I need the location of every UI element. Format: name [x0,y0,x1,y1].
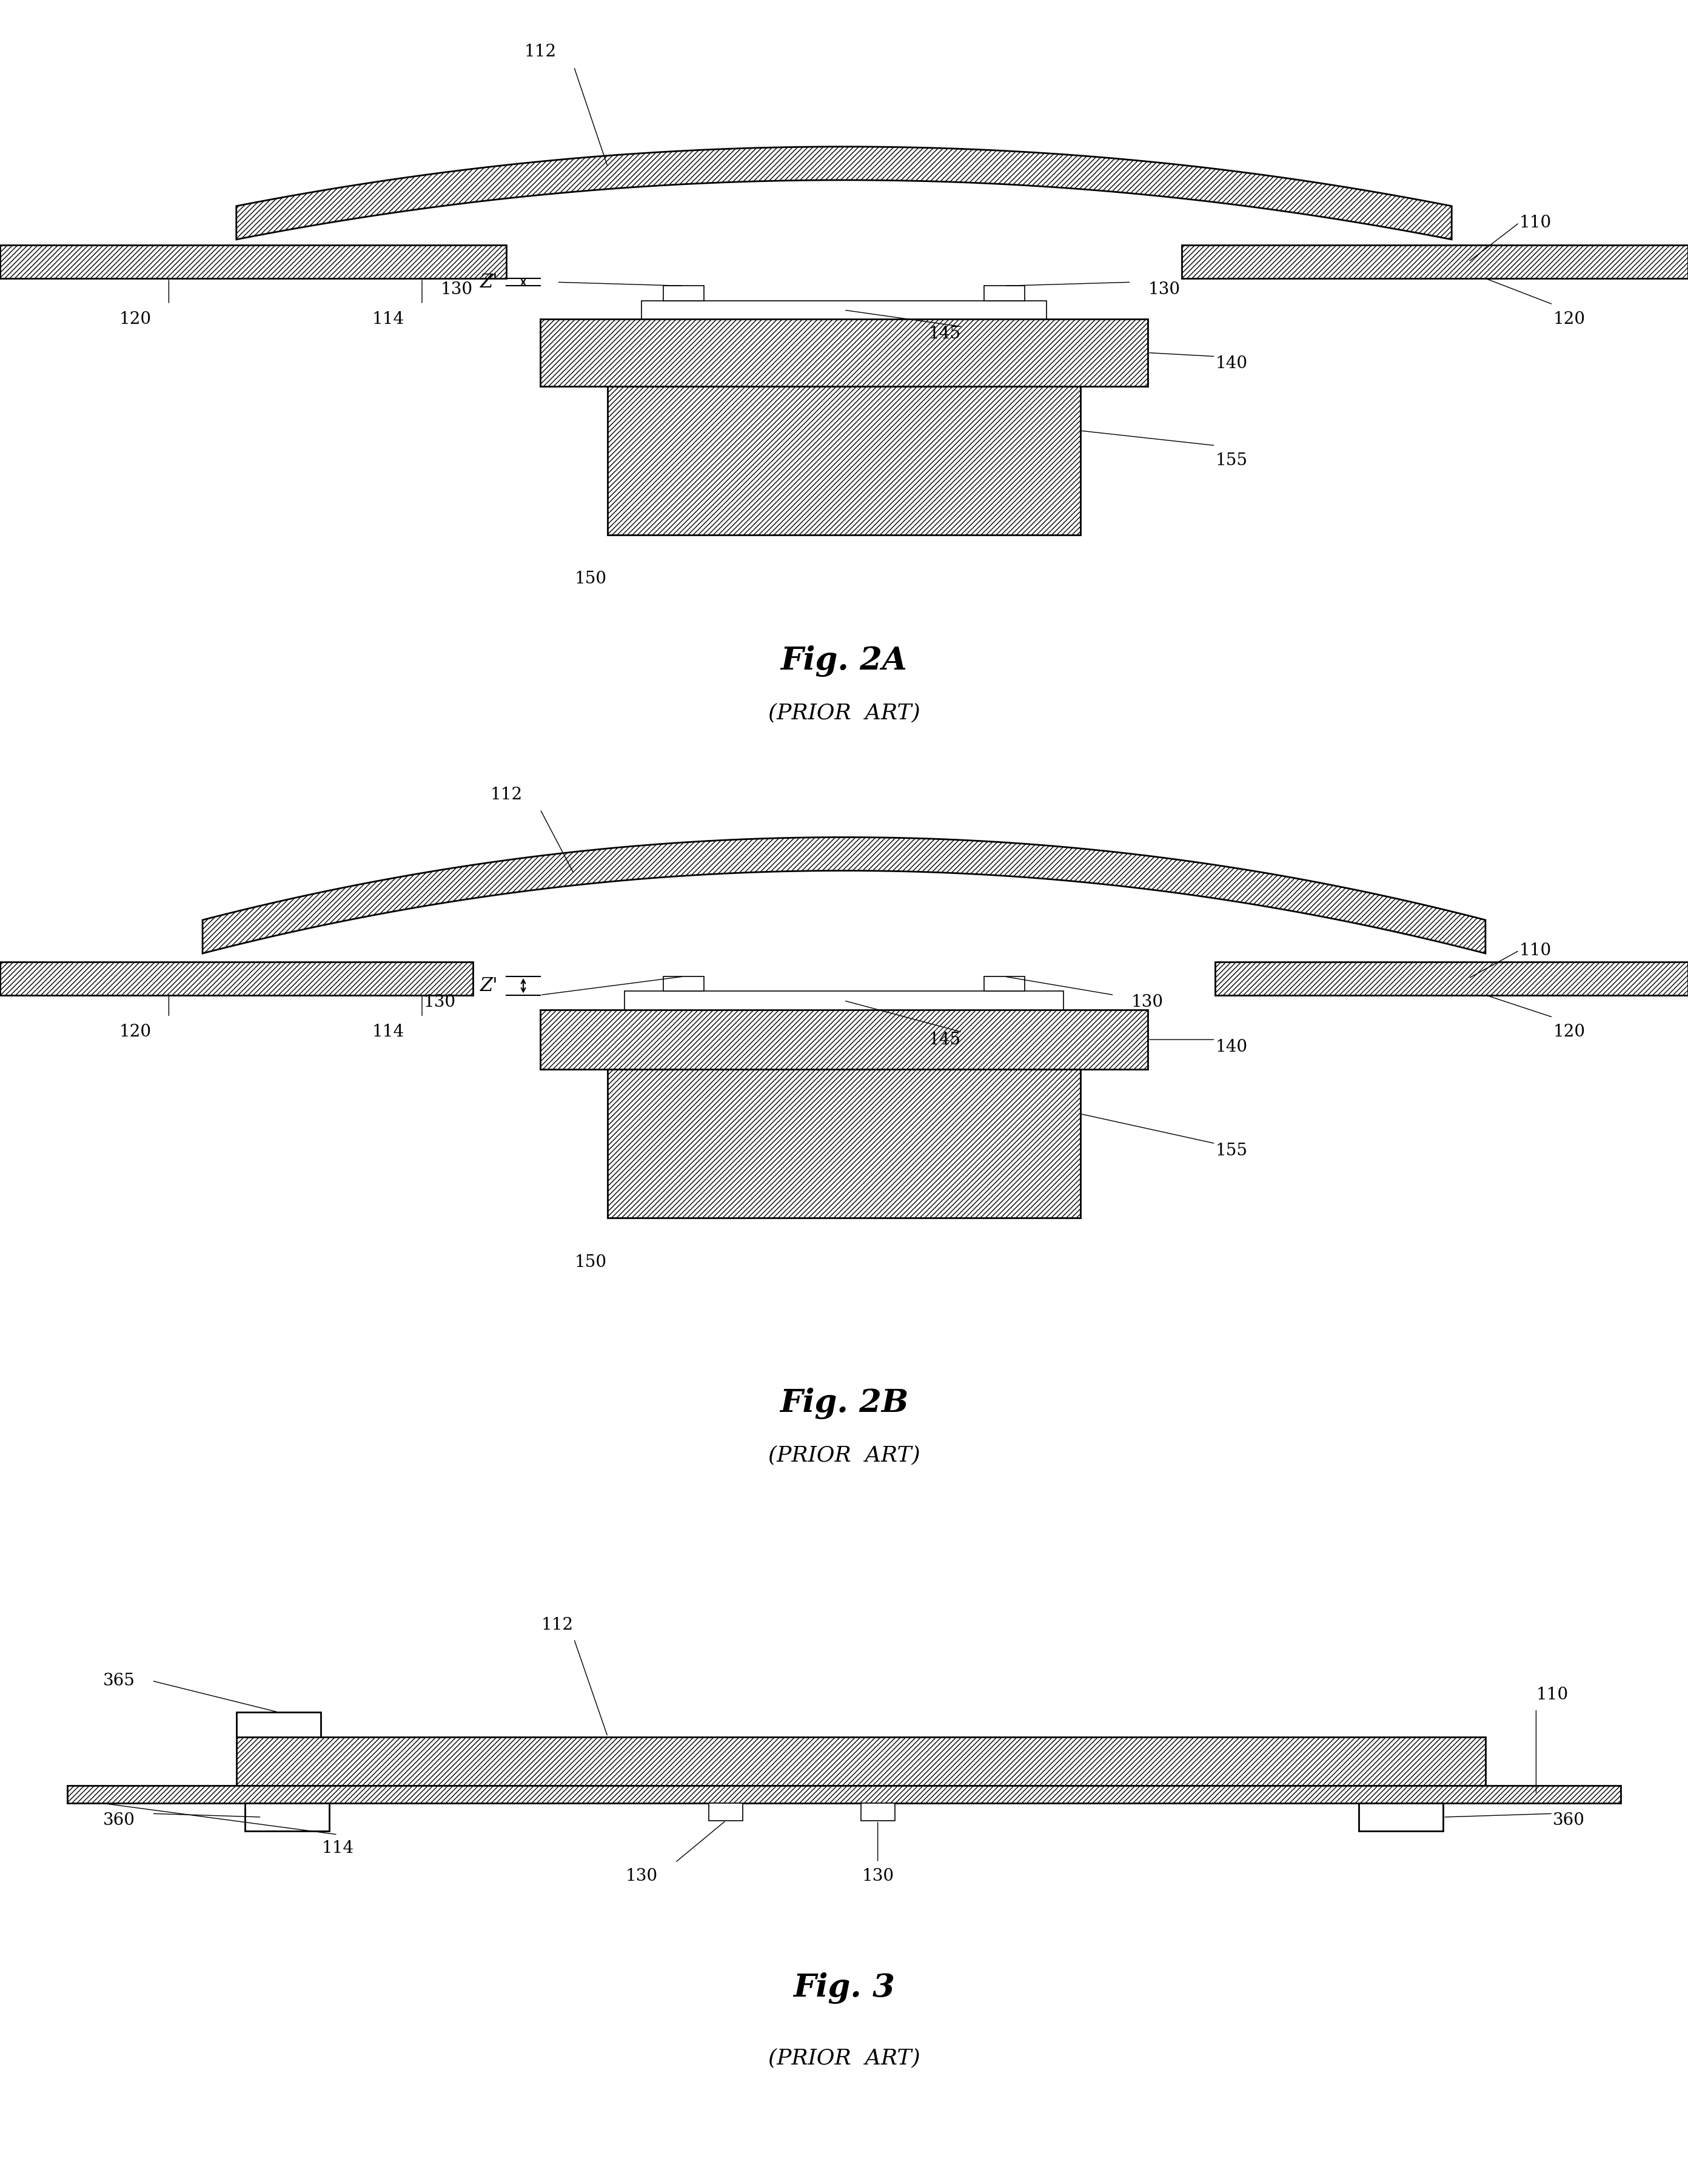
Text: 145: 145 [928,325,960,343]
Bar [0,245,506,277]
Bar [663,976,704,992]
Text: 110: 110 [1536,1686,1568,1704]
Text: Fig. 2A: Fig. 2A [782,644,906,677]
Text: 130: 130 [1131,994,1163,1011]
Text: 150: 150 [574,570,608,587]
Text: Z': Z' [479,976,498,996]
Text: 140: 140 [1215,1040,1247,1055]
Bar [625,992,1063,1009]
Text: (PRIOR  ART): (PRIOR ART) [768,703,920,723]
Text: Fig. 2B: Fig. 2B [780,1387,908,1420]
Text: 150: 150 [574,1254,608,1271]
Text: 365: 365 [103,1673,135,1688]
Text: 114: 114 [371,310,405,328]
Text: (PRIOR  ART): (PRIOR ART) [768,2049,920,2068]
Text: 110: 110 [1519,214,1551,232]
Text: 155: 155 [1215,1142,1247,1160]
Bar [68,1787,1620,1804]
Polygon shape [236,146,1452,240]
Bar [1182,245,1688,277]
Text: 120: 120 [118,1024,152,1040]
Text: 145: 145 [928,1031,960,1048]
Text: 130: 130 [1148,282,1180,297]
Text: (PRIOR  ART): (PRIOR ART) [768,1446,920,1465]
Text: 130: 130 [861,1867,895,1885]
Bar [861,1804,895,1821]
Bar [0,961,473,996]
Text: Z': Z' [479,273,498,293]
Bar [608,1070,1080,1219]
Polygon shape [203,836,1485,954]
Text: 114: 114 [371,1024,405,1040]
Text: 360: 360 [1553,1813,1585,1828]
Text: 112: 112 [523,44,557,61]
Bar [984,976,1025,992]
Bar [540,1009,1148,1070]
Text: 114: 114 [321,1841,354,1856]
Text: 110: 110 [1519,941,1551,959]
Text: 130: 130 [424,994,456,1011]
Text: 130: 130 [625,1867,658,1885]
Text: 155: 155 [1215,452,1247,470]
Bar [984,286,1025,301]
Text: 120: 120 [118,310,152,328]
Bar [1359,1804,1443,1830]
Text: 120: 120 [1553,1024,1585,1040]
Bar [236,1712,321,1736]
Bar [709,1804,743,1821]
Bar [663,286,704,301]
Bar [608,387,1080,535]
Text: 120: 120 [1553,310,1585,328]
Text: Fig. 3: Fig. 3 [793,1972,895,2005]
Bar [540,319,1148,387]
Text: 140: 140 [1215,356,1247,371]
Text: 112: 112 [540,1616,574,1634]
Bar [641,301,1047,319]
Bar [1215,961,1688,996]
Bar [236,1736,1485,1787]
Text: 360: 360 [103,1813,135,1828]
Bar [245,1804,329,1830]
Text: 130: 130 [441,282,473,297]
Text: 112: 112 [490,786,523,804]
